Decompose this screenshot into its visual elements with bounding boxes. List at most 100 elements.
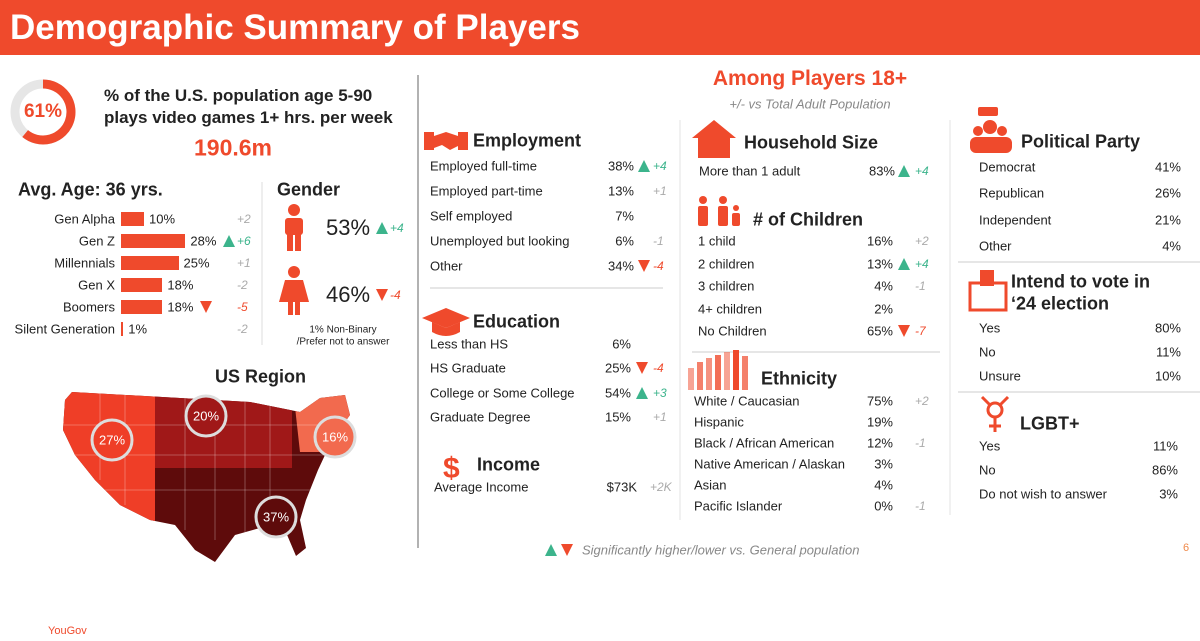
row-value: 26% [1154,185,1181,201]
headline-count: 190.6m [193,134,273,161]
row-label: Unemployed but looking [430,233,570,249]
section-title: US Region [215,366,307,387]
row-value: 80% [1154,320,1181,336]
age-label: Millennials [54,255,115,271]
row-value: 6% [612,336,631,352]
page-number: 6 [1183,542,1190,554]
page-title: Demographic Summary of Players [10,8,580,47]
age-value: 28% [190,233,217,249]
row-value: 2% [874,301,893,316]
row-label: Yes [979,320,1001,336]
age-diff: +2 [237,212,251,226]
row-value: 54% [604,385,631,401]
row-value: 4% [874,477,893,493]
donut-arc [22,79,76,145]
row-diff: +4 [915,164,929,178]
row-label: Republican [979,185,1045,201]
row-label: Other [979,238,1012,254]
row-label: No [979,344,996,360]
row-label: Hispanic [694,414,744,430]
row-label: Employed full-time [430,158,537,174]
sig-down-arrow [200,301,213,313]
row-value: 10% [1154,368,1181,384]
section-title: Education [473,311,561,332]
row-label: Native American / Alaskan [694,456,846,472]
row-value: 12% [866,435,893,451]
row-value: 4% [874,278,893,294]
age-label: Gen Alpha [54,211,115,227]
female-icon [279,266,309,315]
sig-up-arrow [638,160,650,172]
row-label: Average Income [434,479,529,495]
sig-up-arrow [545,544,557,556]
row-diff: -7 [915,324,926,338]
age-value: 25% [183,255,210,271]
section-title: Gender [277,179,341,200]
age-diff: -2 [237,322,248,336]
age-bar [121,300,163,314]
row-diff: +2 [915,234,929,248]
row-value: 75% [866,393,893,409]
row-diff: +1 [653,409,667,424]
sig-up-arrow [898,165,910,177]
row-label: Asian [694,477,727,493]
section-title: Household Size [744,132,879,153]
row-value: 19% [866,414,893,430]
age-diff: +1 [237,256,251,270]
age-label: Boomers [62,299,115,315]
row-value: 3% [874,456,893,472]
row-value: 4% [1162,238,1181,254]
age-diff: -5 [237,300,248,314]
row-value: 13% [607,183,634,199]
region-label: 37% [262,509,290,525]
row-label: 4+ children [698,301,762,316]
section-title: Avg. Age: 36 yrs. [18,179,163,200]
row-label: Black / African American [694,435,835,451]
row-label: 3 children [698,278,755,294]
row-diff: +1 [653,184,667,198]
row-diff: -1 [915,499,926,513]
row-value: 41% [1154,159,1181,175]
row-diff: +4 [653,159,667,173]
section-title: Income [477,454,541,475]
row-diff: +2K [650,480,672,494]
age-bar [121,234,186,248]
row-label: Unsure [979,368,1021,384]
row-value: 0% [874,498,893,514]
age-label: Silent Generation [14,321,115,337]
sig-down-arrow [636,362,648,375]
row-value: 83% [868,163,895,179]
row-value: 38% [607,158,634,174]
section-icons: $ [422,107,1012,485]
row-value: 3% [1159,486,1178,502]
row-label: 2 children [698,256,755,271]
section-title: ‘24 election [1011,293,1110,314]
sig-down-arrow [898,325,910,337]
sig-down-arrow [638,260,650,272]
section-title: Employment [473,130,582,151]
row-label: No [979,462,996,478]
row-diff: +4 [915,256,929,271]
gender-note: /Prefer not to answer [296,336,390,348]
headline-text: % of the U.S. population age 5-90 [104,86,373,105]
sig-down-arrow [561,544,573,556]
age-bar [121,278,163,292]
age-bar [121,256,179,270]
row-label: Yes [979,438,1001,454]
sig-up-arrow [223,235,236,247]
row-label: Less than HS [430,336,509,352]
section-title: Intend to vote in [1011,271,1150,292]
age-value: 18% [167,299,194,315]
gender-note: 1% Non-Binary [309,324,377,336]
sig-up-arrow [376,222,388,234]
age-value: 10% [149,211,176,227]
row-value: 6% [615,233,634,249]
row-value: 7% [615,208,634,224]
row-value: 16% [866,233,893,249]
section-title: Political Party [1021,131,1141,152]
row-value: 21% [1154,212,1181,228]
age-bar [121,212,144,226]
svg-text:$: $ [443,452,460,485]
row-diff: -1 [915,436,926,450]
